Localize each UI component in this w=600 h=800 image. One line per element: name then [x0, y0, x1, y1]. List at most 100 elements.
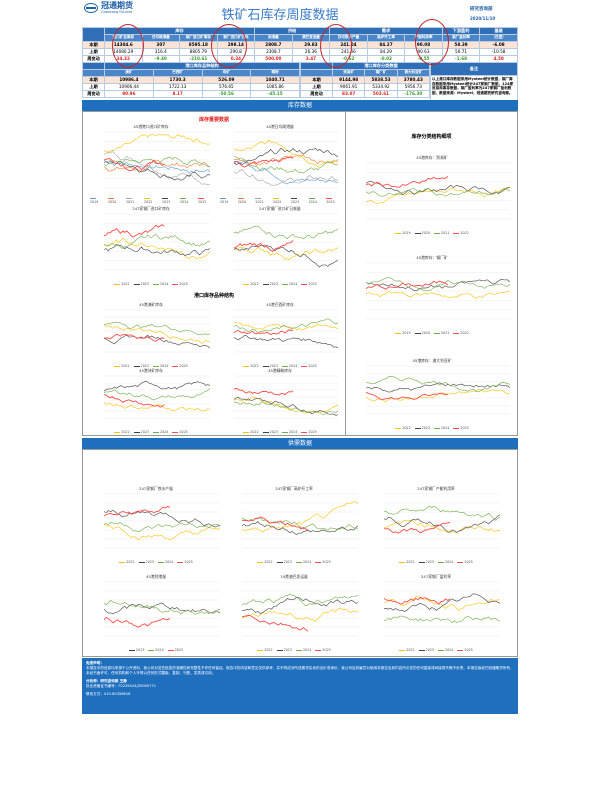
legend-item: 2025: [301, 364, 317, 368]
series-line-2025: [233, 329, 294, 336]
series-line-2025: [233, 240, 294, 253]
legend-swatch: [114, 283, 121, 285]
legend-swatch: [128, 649, 135, 651]
table-cell: 10906.44: [104, 82, 154, 91]
table-cell: 500.00: [254, 54, 293, 63]
chart-legend: 2022 2023 2024 2025: [352, 426, 512, 430]
legend-item: 2021: [434, 231, 449, 235]
legend-item: 2022: [395, 426, 411, 430]
legend-label: 2024: [289, 364, 298, 368]
line-chart: 45港库存：澳大利亚矿 2022 2023 2024 2025: [352, 358, 512, 430]
table-cell: 5334.92: [364, 82, 398, 91]
legend-label: 2024: [289, 430, 298, 434]
legend-label: 2023: [145, 560, 154, 564]
series-line-2024: [383, 505, 501, 521]
table-row: 上期 10906.44 1722.13 576.65 1085.86: [82, 82, 300, 91]
legend-label: 2023: [290, 200, 300, 204]
legend-item: 2022: [257, 648, 273, 652]
legend-label: 2024: [441, 426, 450, 430]
note-table: 备注 以上港口库存数据采用Mysteel统计数据，钢厂库存数据采用Mysteel…: [430, 62, 518, 101]
chart-title: 45港库存：澳大利亚矿: [412, 358, 452, 363]
legend-swatch: [457, 649, 464, 651]
series-line-2025: [241, 614, 309, 632]
series-line-2021: [365, 187, 511, 197]
legend-swatch: [453, 427, 460, 429]
table-row: 上期 9061.91 5334.92 5956.73: [300, 82, 431, 91]
line-chart: 247家钢厂盈利率 2022 2023 2024 2025: [370, 574, 502, 652]
line-chart: 45港到港量 2023 2024 2025: [90, 574, 222, 652]
legend-label: 2023: [140, 282, 149, 286]
row-label: 周变动: [82, 89, 105, 98]
table-row: 上期 14080.29 316.4 8805.79 290.8 2308.7 26.36 24…: [82, 47, 518, 56]
series-line-2023: [103, 602, 221, 615]
series-line-2022: [241, 607, 359, 622]
analyst: 分析师：研究咨询部 王静: [86, 679, 127, 683]
legend-item: 2023: [128, 648, 144, 652]
legend-item: 2024: [282, 430, 297, 434]
legend-swatch: [167, 649, 174, 651]
legend-label: 2023: [140, 364, 149, 368]
chart-legend: 2022 2023 2024 2025: [90, 282, 212, 286]
legend-swatch: [172, 283, 179, 285]
legend-label: 2024: [445, 560, 454, 564]
legend-swatch: [138, 561, 145, 563]
table-cell: 2308.7: [254, 47, 293, 56]
series-line-2021: [103, 151, 211, 186]
legend-swatch: [414, 332, 421, 334]
legend-label: 2022: [250, 282, 259, 286]
series-line-2023: [103, 334, 211, 349]
line-chart: 45港澳矿库存 2022 2023 2024 2025: [90, 302, 212, 368]
legend-item: 2024: [153, 430, 168, 434]
row-label: 上期: [82, 47, 105, 56]
legend-item: 2024: [153, 282, 168, 286]
table-cell: 526.09: [201, 75, 252, 84]
legend-label: 2024: [303, 648, 312, 652]
table-row: 本期 10986.4 1730.3 526.09 1040.71: [82, 75, 300, 84]
table2-title: 港口库存品种结构: [104, 62, 300, 70]
table-cell: 5838.53: [364, 75, 398, 84]
series-line-2022: [365, 280, 449, 290]
series-line-2022: [233, 322, 339, 331]
legend-label: 2023: [269, 282, 278, 286]
legend-swatch: [434, 232, 440, 234]
series-line-2024: [383, 615, 501, 624]
series-line-2024: [241, 593, 359, 607]
legend-item: 2025: [457, 648, 473, 652]
legend-swatch: [114, 431, 121, 433]
footer-disclaimer: 免责声明： 本报告中的信息均来源于公开资料，我公司对这些信息的准确性和完整性不作…: [82, 658, 518, 714]
table-cell: -210.61: [179, 54, 218, 63]
company-name: 冠通期货: [101, 1, 133, 10]
legend-swatch: [453, 332, 460, 334]
note-text: 以上港口库存数据采用Mysteel统计数据，钢厂库存数据采用Mysteel统计2…: [430, 75, 518, 101]
legend-swatch: [282, 431, 288, 433]
table-cell: 10986.4: [104, 75, 154, 84]
legend-label: 2022: [460, 231, 469, 235]
legend-swatch: [414, 232, 421, 234]
series-line-2025: [365, 391, 449, 400]
legend-swatch: [418, 649, 425, 651]
legend-label: 2025: [322, 560, 331, 564]
legend-label: 2023: [269, 430, 278, 434]
legend-item: 2024: [438, 648, 453, 652]
legend-swatch: [414, 427, 421, 429]
series-line-2023: [365, 382, 511, 393]
table-cell: 83.07: [331, 89, 366, 98]
legend-item: 2025: [172, 430, 188, 434]
table-cell: 1085.86: [250, 82, 300, 91]
series-line-2023: [103, 244, 211, 257]
legend-label: 2022: [250, 430, 259, 434]
legend-swatch: [301, 365, 308, 367]
series-line-2022: [233, 246, 339, 260]
legend-item: 2024: [296, 560, 311, 564]
legend-swatch: [180, 197, 186, 199]
row-label: 上期: [300, 82, 333, 91]
series-line-2025: [233, 387, 294, 396]
legend-item: 2023: [138, 560, 154, 564]
chart-title: 247家钢厂高炉开工率: [275, 486, 313, 491]
table-cell: 80.96: [104, 89, 154, 98]
chart-legend: 2023 2024 2025: [90, 648, 222, 652]
legend-label: 2025: [184, 560, 193, 564]
legend-item: 2025: [301, 430, 317, 434]
series-line-2022: [104, 237, 211, 260]
legend-swatch: [108, 197, 114, 199]
